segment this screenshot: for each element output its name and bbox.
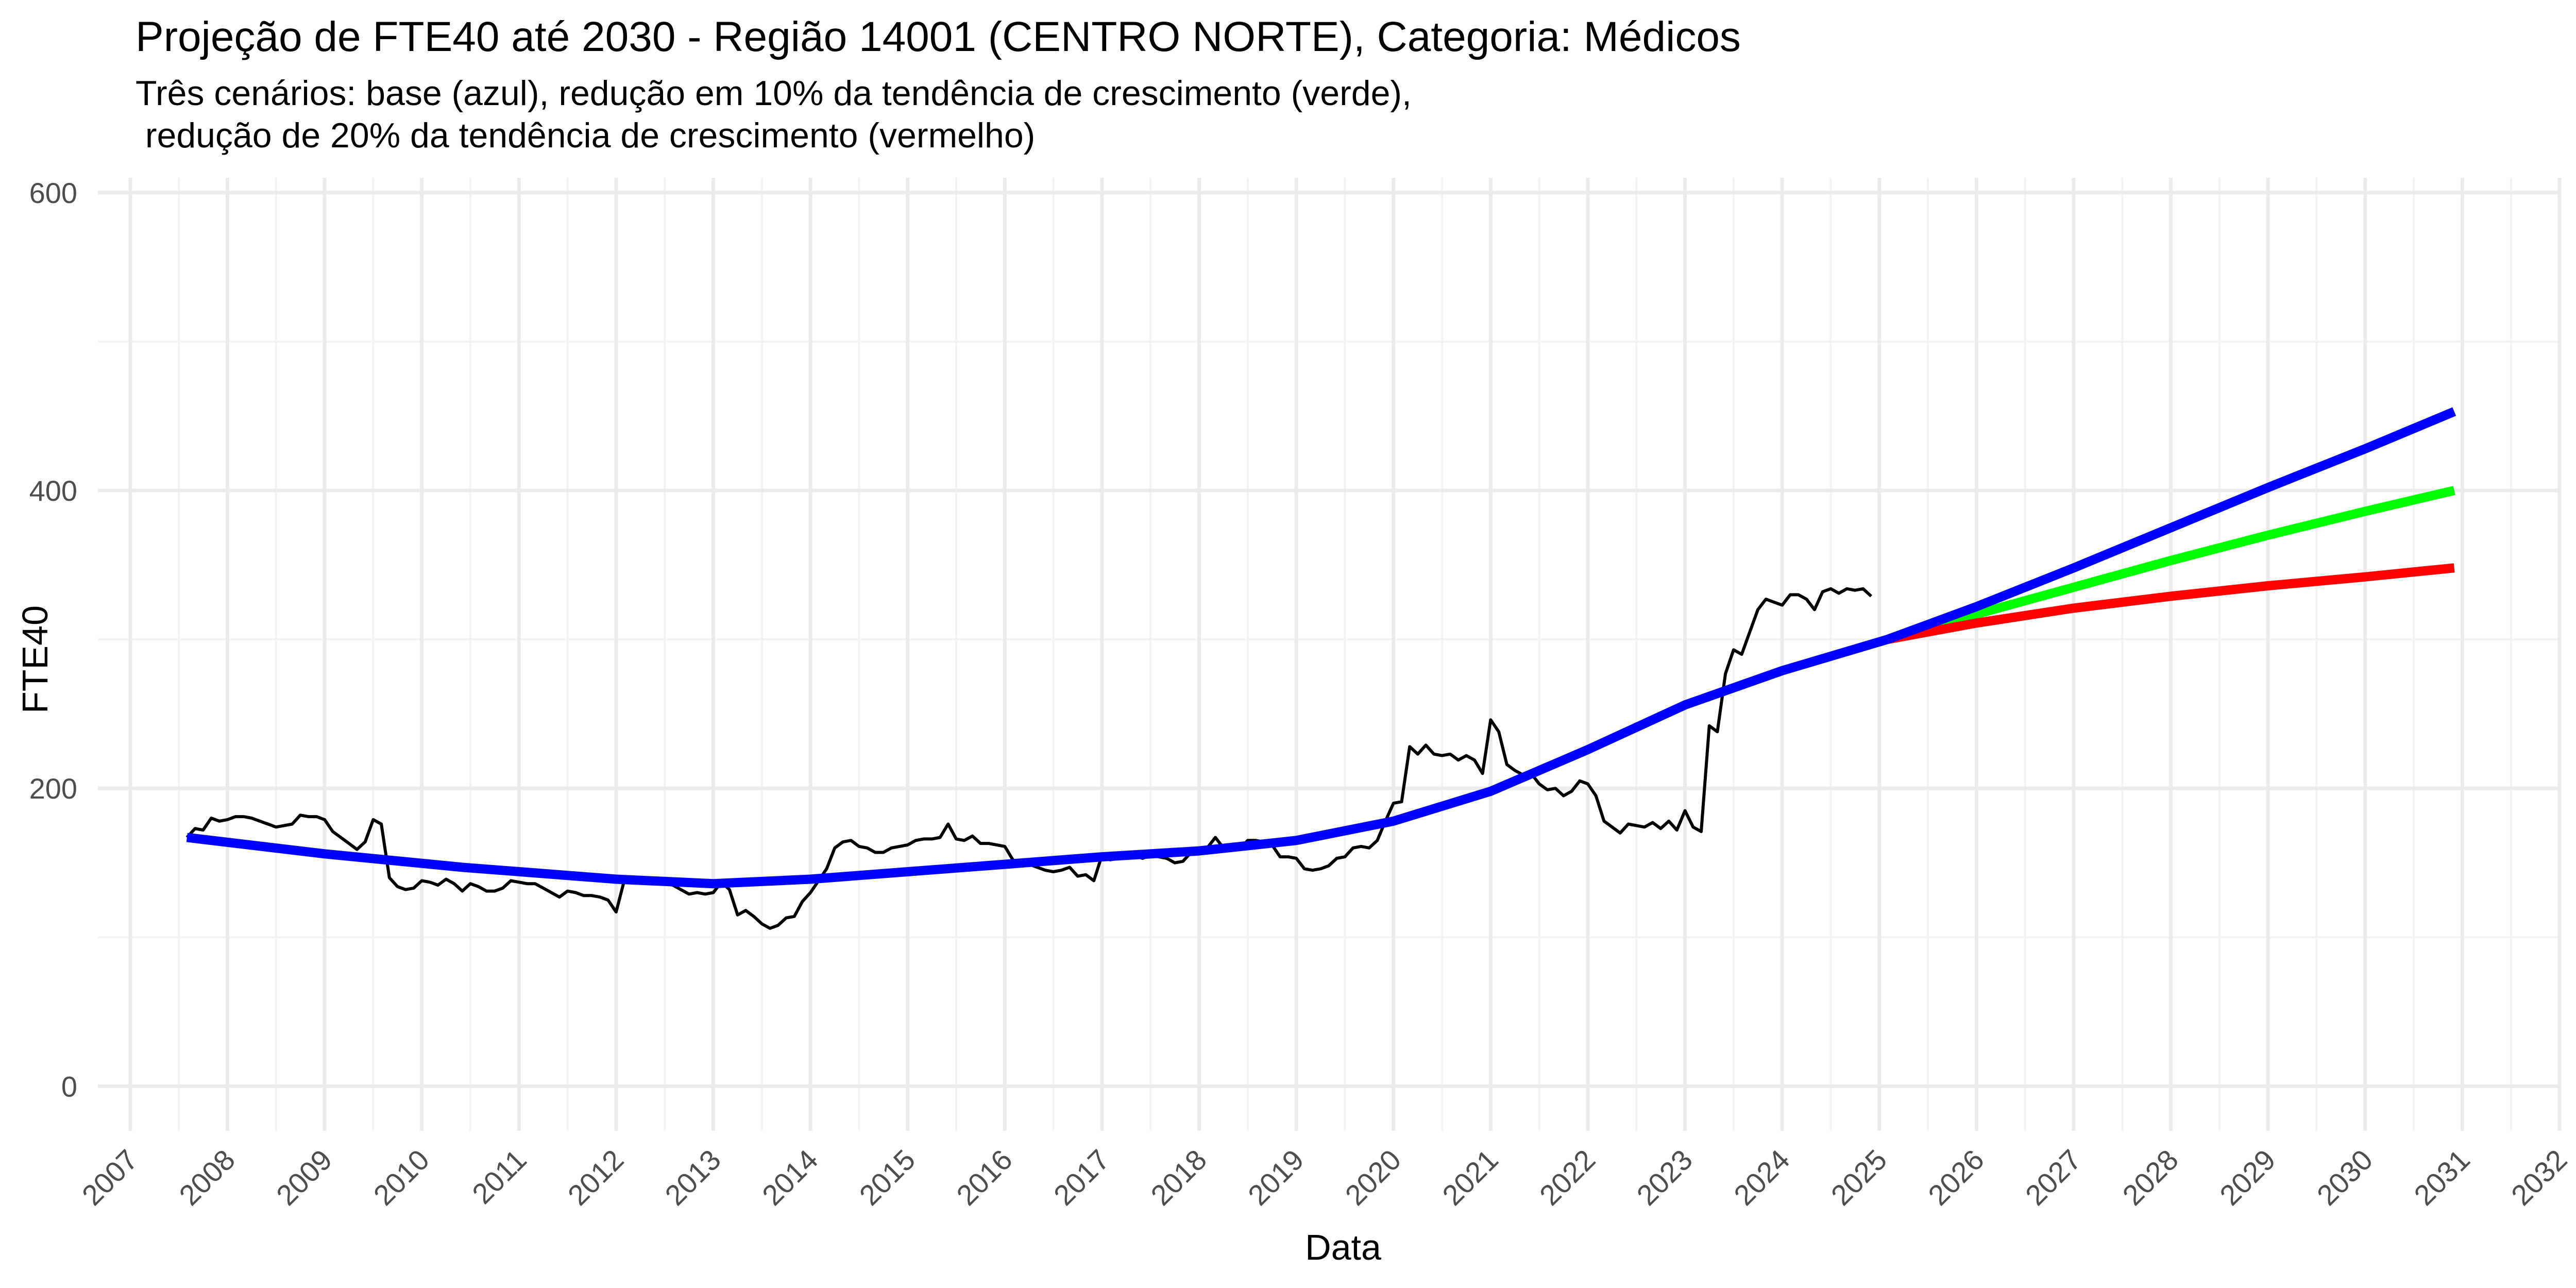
x-tick-label: 2023 — [1630, 1143, 1699, 1212]
chart-title: Projeção de FTE40 até 2030 - Região 1400… — [135, 13, 1741, 60]
x-tick-label: 2024 — [1727, 1143, 1796, 1212]
x-tick-label: 2012 — [562, 1143, 630, 1212]
x-tick-label: 2026 — [1922, 1143, 1990, 1212]
grid-major — [98, 178, 2562, 1131]
series-line-3 — [1886, 563, 2455, 644]
series-layer — [185, 407, 2456, 930]
x-tick-label: 2022 — [1533, 1143, 1602, 1212]
x-tick-label: 2011 — [466, 1143, 533, 1210]
x-axis-ticks: 2007 2008 2009 2010 2011 2012 2013 2014 2015 2016… — [76, 1143, 2573, 1212]
grid-minor — [98, 178, 2560, 1131]
x-tick-label: 2013 — [658, 1143, 727, 1212]
chart-subtitle: Três cenários: base (azul), redução em 1… — [135, 74, 1412, 155]
y-axis-ticks: 0 200 400 600 — [29, 177, 77, 1103]
x-tick-label: 2028 — [2116, 1143, 2184, 1212]
x-tick-label: 2014 — [756, 1143, 824, 1212]
x-tick-label: 2030 — [2311, 1143, 2379, 1212]
y-tick-label: 400 — [29, 474, 77, 507]
x-tick-label: 2010 — [367, 1143, 436, 1212]
x-axis-title: Data — [1305, 1227, 1381, 1267]
y-axis-title: FTE40 — [15, 605, 55, 714]
series-line-1 — [186, 407, 2456, 889]
x-tick-label: 2021 — [1436, 1143, 1504, 1212]
y-tick-label: 600 — [29, 177, 77, 209]
x-tick-label: 2020 — [1339, 1143, 1408, 1212]
x-tick-label: 2025 — [1825, 1143, 1893, 1212]
x-tick-label: 2007 — [76, 1143, 144, 1212]
x-tick-label: 2017 — [1047, 1143, 1116, 1212]
x-tick-label: 2015 — [853, 1143, 922, 1212]
x-tick-label: 2029 — [2213, 1143, 2282, 1212]
x-tick-label: 2027 — [2019, 1143, 2088, 1212]
x-tick-label: 2031 — [2408, 1143, 2476, 1212]
x-tick-label: 2018 — [1144, 1143, 1213, 1212]
x-tick-label: 2032 — [2505, 1143, 2573, 1212]
series-line-2 — [1886, 486, 2455, 644]
y-tick-label: 0 — [61, 1070, 77, 1103]
y-tick-label: 200 — [29, 772, 77, 805]
x-tick-label: 2016 — [950, 1143, 1019, 1212]
x-tick-label: 2019 — [1242, 1143, 1310, 1212]
x-tick-label: 2008 — [173, 1143, 241, 1212]
x-tick-label: 2009 — [270, 1143, 338, 1212]
